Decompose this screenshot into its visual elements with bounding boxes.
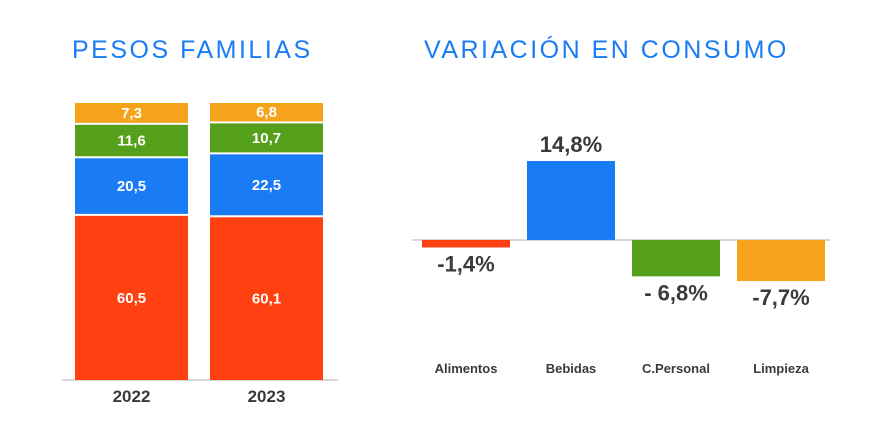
- bar-segment-alimentos-2023: [210, 217, 323, 380]
- bar-limpieza: [737, 240, 825, 282]
- value-label-cuidado_personal: - 6,8%: [644, 280, 708, 305]
- data-label-cuidado_personal-2023: 10,7: [252, 130, 281, 147]
- bar-segment-bebidas-2022: [75, 158, 188, 214]
- data-label-bebidas-2022: 20,5: [117, 178, 146, 195]
- bar-segment-limpieza-2023: [210, 103, 323, 122]
- value-label-bebidas: 14,8%: [540, 132, 602, 157]
- chart-title-pesos-familias: PESOS FAMILIAS: [72, 36, 313, 64]
- category-label-limpieza: Limpieza: [753, 361, 809, 376]
- category-label-cuidado_personal: C.Personal: [642, 361, 710, 376]
- bar-cuidado_personal: [632, 240, 720, 277]
- data-label-cuidado_personal-2022: 11,6: [117, 133, 145, 150]
- value-label-limpieza: -7,7%: [752, 285, 809, 310]
- data-label-bebidas-2023: 22,5: [252, 177, 281, 194]
- chart-title-variacion-consumo: VARIACIÓN EN CONSUMO: [424, 36, 789, 64]
- data-label-limpieza-2023: 6,8: [256, 104, 277, 121]
- data-label-alimentos-2023: 60,1: [252, 291, 281, 308]
- bar-segment-bebidas-2023: [210, 154, 323, 216]
- bar-segment-alimentos-2022: [75, 215, 188, 380]
- data-label-alimentos-2022: 60,5: [117, 290, 146, 307]
- category-label-bebidas: Bebidas: [546, 361, 597, 376]
- bar-segment-limpieza-2022: [75, 103, 188, 123]
- category-label-alimentos: Alimentos: [435, 361, 498, 376]
- bar-alimentos: [422, 240, 510, 248]
- value-label-alimentos: -1,4%: [437, 251, 494, 276]
- bar-bebidas: [527, 161, 615, 240]
- data-label-limpieza-2022: 7,3: [121, 105, 142, 122]
- bar-segment-cuidado_personal-2023: [210, 123, 323, 153]
- x-tick-label-2023: 2023: [248, 387, 286, 406]
- bar-segment-cuidado_personal-2022: [75, 124, 188, 157]
- x-tick-label-2022: 2022: [113, 387, 151, 406]
